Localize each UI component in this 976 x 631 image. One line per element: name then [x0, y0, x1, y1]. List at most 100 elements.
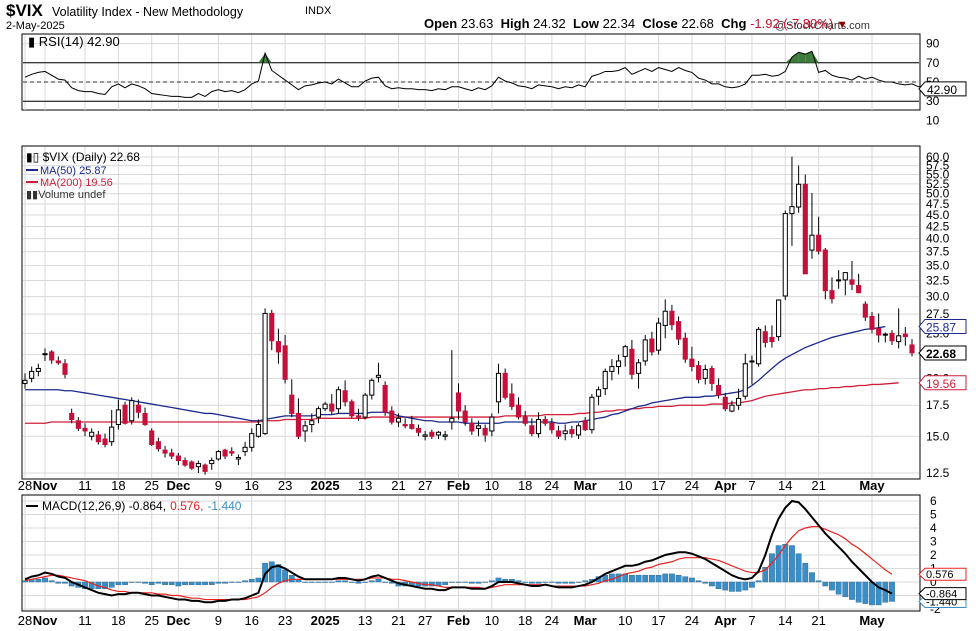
rsi-overbought-fill [791, 52, 799, 63]
macd-histogram-bar [789, 545, 795, 583]
candle-down [816, 234, 822, 252]
macd-value-tag-text: -0.864 [926, 589, 957, 601]
x-axis-label-mid: 10 [618, 478, 632, 493]
macd-histogram-bar [629, 575, 635, 583]
macd-histogram-bar [235, 581, 242, 583]
candle-down [95, 434, 101, 443]
macd-histogram-bar [382, 581, 389, 583]
x-axis-label-bottom: 10 [618, 613, 632, 628]
price-legend: ▮▯ $VIX (Daily) 22.68 [26, 150, 140, 164]
rsi-overbought-fill [811, 51, 819, 63]
macd-histogram-bar [862, 581, 869, 604]
macd-histogram-bar [155, 581, 162, 584]
macd-histogram-bar [462, 581, 469, 583]
macd-histogram-bar [362, 581, 368, 583]
price-tick-label: 57.5 [926, 159, 950, 173]
price-tick-label: 27.5 [926, 307, 950, 321]
x-axis-label-mid: 9 [215, 478, 222, 493]
candle-up [809, 234, 815, 251]
candle-down [716, 384, 722, 396]
candle-up [642, 339, 648, 362]
candle-down [389, 410, 395, 423]
macd-histogram-bar [602, 575, 609, 583]
macd-histogram-bar [829, 581, 835, 591]
macd-histogram-bar [655, 575, 662, 583]
candle-down [629, 348, 635, 375]
candle-down [289, 394, 295, 414]
macd-histogram-bar [182, 581, 188, 585]
macd-histogram-bar [702, 581, 709, 584]
x-axis-label-mid: 13 [358, 478, 372, 493]
x-axis-label-bottom: 11 [78, 613, 92, 628]
macd-histogram-bar [575, 581, 582, 583]
x-axis-label-bottom: 7 [748, 613, 755, 628]
macd-histogram-bar [55, 581, 62, 584]
x-axis-label-mid: 7 [748, 478, 755, 493]
price-tick-label: 40.0 [926, 232, 950, 246]
x-axis-label-bottom: Dec [166, 613, 190, 628]
candle-down [429, 431, 435, 437]
macd-histogram-bar [782, 544, 789, 583]
macd-histogram-bar [448, 581, 455, 583]
macd-histogram-bar [62, 581, 68, 584]
macd-histogram-bar [548, 581, 555, 583]
candle-up [842, 272, 848, 281]
rsi-tick-label: 70 [926, 56, 940, 70]
candle-down [669, 310, 675, 326]
candle-down [82, 427, 88, 432]
price-tick-label: 45.0 [926, 208, 950, 222]
x-axis-label-mid: 23 [278, 478, 292, 493]
x-axis-label-mid: Apr [714, 478, 736, 493]
chart-header: $VIX Volatility Index - New Methodology … [0, 0, 976, 34]
candle-up [262, 312, 268, 435]
candle-down [282, 345, 288, 380]
change-value: -1.92 (-7.80%) [750, 16, 834, 31]
rsi-panel: 907050301042.90 [23, 37, 967, 127]
candle-up [242, 446, 248, 453]
candle-up [656, 322, 662, 351]
candle-up [575, 425, 582, 436]
candle-down [649, 338, 655, 353]
candle-down [295, 412, 302, 437]
candle-up [609, 366, 615, 372]
macd-histogram-bar [662, 573, 669, 583]
macd-histogram-bar [515, 580, 522, 583]
candle-up [29, 370, 35, 379]
x-axis-label-mid: 24 [545, 478, 559, 493]
candle-down [849, 279, 855, 285]
candle-up [489, 416, 495, 432]
macd-histogram-bar [342, 580, 348, 583]
x-axis-label-bottom: 17 [651, 613, 665, 628]
candle-up [749, 360, 755, 363]
candle-down [455, 392, 462, 412]
candle-down [382, 384, 388, 413]
ma200-legend: MA(200) 19.56 [40, 177, 113, 189]
candle-down [269, 312, 275, 342]
candle-down [909, 344, 915, 354]
x-axis-label-bottom: 24 [545, 613, 559, 628]
rsi-overbought-fill [805, 51, 812, 63]
x-axis-label-mid: Dec [166, 478, 190, 493]
candle-down [482, 427, 488, 436]
candle-down [222, 449, 228, 457]
candle-down [762, 331, 768, 343]
candle-up [302, 425, 308, 432]
candle-up [836, 279, 842, 282]
macd-histogram-bar [322, 581, 328, 583]
x-axis-label-bottom: 9 [215, 613, 222, 628]
change-label: Chg [721, 16, 747, 31]
x-axis-label-bottom: May [859, 613, 885, 628]
macd-histogram-bar [102, 581, 108, 589]
candle-up [789, 206, 795, 215]
macd-histogram-bar [48, 580, 55, 583]
price-tick-label: 37.5 [926, 245, 950, 259]
candle-down [522, 416, 528, 424]
x-axis-label-mid: 18 [111, 478, 125, 493]
macd-histogram-bar [468, 581, 475, 584]
macd-histogram-bar [822, 581, 829, 587]
ma50-line [25, 325, 886, 424]
macd-histogram-bar [222, 581, 228, 584]
macd-histogram-bar [855, 581, 862, 603]
candle-up [562, 430, 568, 435]
x-axis-label-bottom: 27 [418, 613, 432, 628]
